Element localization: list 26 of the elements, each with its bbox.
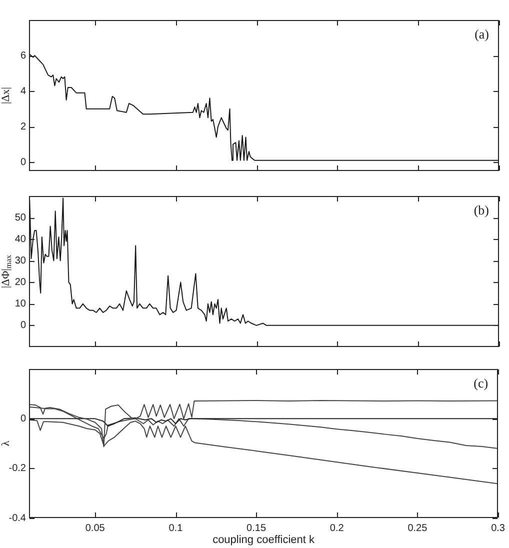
y-tick-label: -0.4 [8, 512, 26, 524]
y-tick-label: 6 [20, 50, 26, 62]
y-axis-title: |ΔΦ|max [0, 254, 13, 288]
y-tick-label: 10 [14, 298, 26, 310]
annotation: (a) [474, 26, 490, 42]
x-tick-label: 0.2 [330, 522, 344, 534]
y-tick-label: 0 [20, 156, 26, 168]
y-axis-title: λ [0, 440, 12, 446]
y-tick-label: 30 [14, 255, 26, 266]
y-tick-label: 4 [20, 86, 26, 97]
y-tick-label: 40 [14, 234, 26, 245]
y-tick-label: 0 [20, 320, 26, 332]
annotation: (b) [474, 202, 490, 218]
x-axis-title: coupling coefficient k [212, 534, 315, 546]
x-tick-label: 0.25 [408, 522, 428, 534]
y-tick-label: 50 [14, 212, 26, 224]
annotation: (c) [474, 375, 488, 390]
y-tick-label: 20 [14, 277, 26, 288]
y-tick-label: 2 [20, 121, 26, 132]
y-tick-label: 0 [20, 413, 26, 424]
x-tick-label: 0.15 [246, 522, 266, 534]
x-tick-label: 0.3 [491, 522, 506, 534]
x-tick-label: 0.1 [168, 522, 184, 534]
x-tick-label: 0.05 [85, 522, 106, 534]
y-tick-label: -0.2 [8, 463, 26, 474]
y-axis-title: |Δx| [0, 87, 12, 104]
